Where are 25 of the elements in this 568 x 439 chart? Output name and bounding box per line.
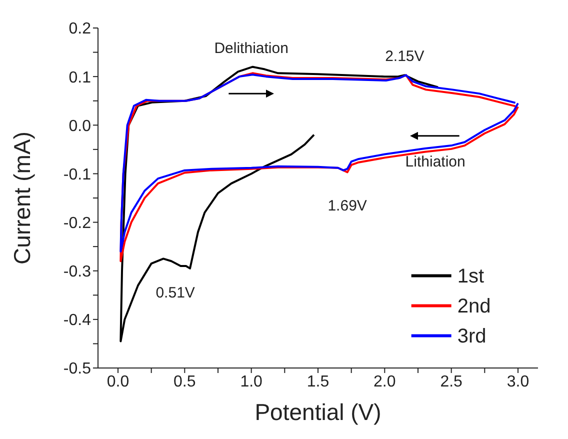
y-axis-title: Current (mA)	[9, 132, 35, 264]
annotation: 2.15V	[385, 48, 424, 66]
x-tick-label: 0.0	[106, 373, 130, 390]
legend-label: 1st	[457, 266, 484, 288]
x-tick-label: 1.5	[306, 373, 330, 390]
legend-label: 2nd	[457, 296, 491, 318]
annotation: Delithiation	[214, 40, 288, 57]
annotation: Lithiation	[405, 154, 466, 171]
annotation: 1.69V	[328, 197, 367, 214]
annotation: 0.51V	[156, 284, 195, 302]
y-tick-label: -0.1	[63, 166, 92, 184]
y-tick-label: -0.2	[63, 214, 92, 232]
y-tick-label: 0.2	[68, 20, 92, 38]
y-tick-label: 0.1	[68, 69, 92, 86]
y-tick-label: -0.5	[63, 360, 92, 378]
x-tick-label: 2.0	[374, 373, 396, 390]
legend-label: 3rd	[457, 326, 486, 348]
x-tick-label: 2.5	[440, 373, 463, 390]
y-tick-label: -0.4	[63, 312, 92, 330]
x-axis-title: Potential (V)	[254, 399, 382, 425]
x-tick-label: 3.0	[506, 373, 530, 390]
x-tick-label: 0.5	[174, 373, 196, 390]
x-tick-label: 1.0	[240, 373, 263, 390]
y-tick-label: -0.3	[63, 264, 92, 281]
y-tick-label: 0.0	[68, 118, 92, 135]
